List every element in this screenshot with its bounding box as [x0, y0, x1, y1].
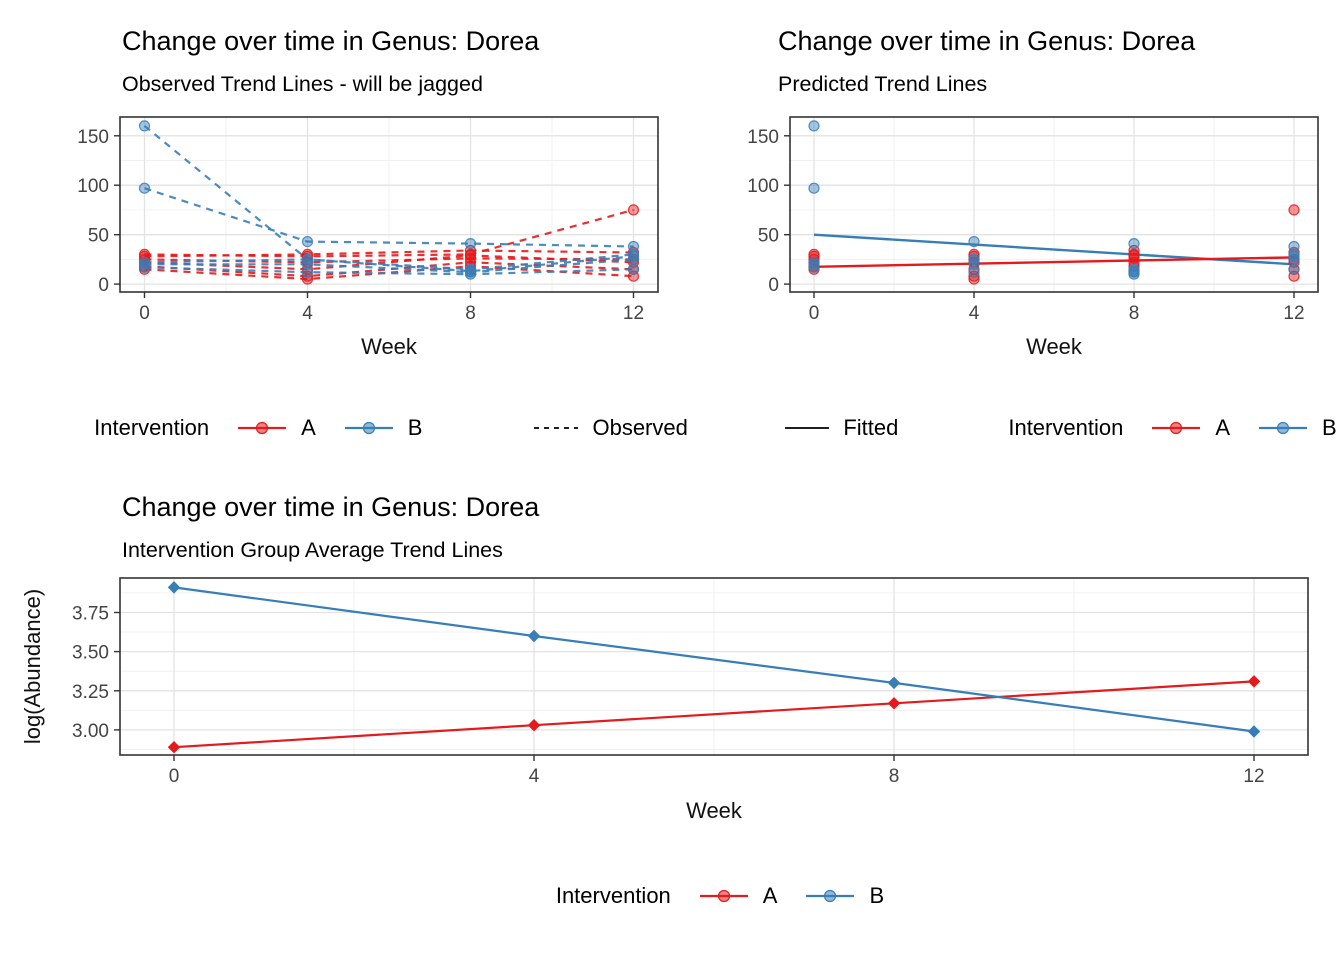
svg-text:12: 12	[1243, 766, 1264, 787]
predicted-chart-subtitle: Predicted Trend Lines	[778, 72, 988, 96]
observed-legend: Intervention A B Observed	[55, 406, 727, 450]
legend-label: Fitted	[843, 415, 899, 440]
legend-label: A	[1215, 415, 1230, 440]
svg-text:log(Abundance): log(Abundance)	[20, 589, 45, 744]
svg-text:0: 0	[768, 275, 779, 296]
legend-item-fitted: Fitted	[783, 415, 898, 441]
average-chart-title: Change over time in Genus: Dorea	[122, 492, 540, 522]
svg-text:4: 4	[969, 303, 980, 324]
svg-text:Week: Week	[1026, 334, 1083, 359]
legend-item-b: B	[803, 883, 884, 909]
line-dot-key-blue-icon	[806, 889, 855, 903]
line-dot-key-red-icon	[238, 421, 287, 435]
svg-text:12: 12	[623, 303, 644, 324]
legend-label: B	[1322, 415, 1337, 440]
svg-text:3.25: 3.25	[72, 682, 109, 703]
svg-text:0: 0	[169, 766, 180, 787]
svg-text:50: 50	[88, 226, 109, 247]
svg-text:100: 100	[747, 176, 779, 197]
legend-item-b: B	[1256, 415, 1337, 441]
svg-text:3.75: 3.75	[72, 604, 109, 625]
legend-item-a: A	[1149, 415, 1230, 441]
svg-text:0: 0	[98, 275, 109, 296]
svg-text:100: 100	[77, 176, 109, 197]
legend-item-observed: Observed	[532, 415, 688, 441]
svg-text:Week: Week	[686, 798, 743, 823]
average-chart-subtitle: Intervention Group Average Trend Lines	[122, 538, 503, 562]
solid-line-key-icon	[785, 427, 830, 429]
group-average-chart: 0 4 8 12 3.00 3.25 3.50 3.75 Week log(Abundance)	[20, 577, 1309, 823]
legend-title: Intervention	[1008, 415, 1124, 440]
svg-text:8: 8	[465, 303, 476, 324]
svg-text:8: 8	[889, 766, 900, 787]
legend-label: Observed	[592, 415, 688, 440]
predicted-chart-title: Change over time in Genus: Dorea	[778, 26, 1196, 56]
legend-item-a: A	[235, 415, 316, 441]
legend-item-a: A	[697, 883, 778, 909]
svg-text:0: 0	[809, 303, 820, 324]
line-dot-key-blue-icon	[1259, 421, 1307, 435]
svg-text:3.00: 3.00	[72, 721, 109, 742]
predicted-trend-chart: 0 4 8 12 0 50 100 150 Week	[747, 116, 1319, 359]
svg-text:150: 150	[77, 127, 109, 148]
line-dot-key-blue-icon	[344, 421, 393, 435]
observed-chart-title: Change over time in Genus: Dorea	[122, 26, 540, 56]
svg-text:12: 12	[1283, 303, 1304, 324]
svg-text:4: 4	[529, 766, 540, 787]
dashed-line-key-icon	[534, 427, 579, 429]
svg-text:8: 8	[1129, 303, 1140, 324]
observed-trend-chart: 0 4 8 12 0 50 100 150 Week	[77, 116, 659, 359]
legend-label: B	[869, 883, 885, 908]
svg-text:150: 150	[747, 127, 779, 148]
line-dot-key-red-icon	[1152, 421, 1201, 435]
svg-text:0: 0	[139, 303, 150, 324]
legend-label: A	[762, 883, 778, 908]
svg-text:4: 4	[302, 303, 313, 324]
observed-chart-subtitle: Observed Trend Lines - will be jagged	[122, 72, 483, 96]
legend-label: A	[301, 415, 316, 440]
legend-label: B	[407, 415, 423, 440]
legend-item-b: B	[342, 415, 423, 441]
legend-title: Intervention	[94, 415, 210, 440]
svg-text:Week: Week	[361, 334, 418, 359]
svg-text:50: 50	[758, 226, 779, 247]
svg-text:3.50: 3.50	[72, 643, 109, 664]
line-dot-key-red-icon	[699, 889, 748, 903]
average-legend: Intervention A B	[48, 874, 1344, 918]
predicted-legend: Fitted Intervention A B	[724, 406, 1344, 450]
legend-title: Intervention	[555, 883, 671, 908]
